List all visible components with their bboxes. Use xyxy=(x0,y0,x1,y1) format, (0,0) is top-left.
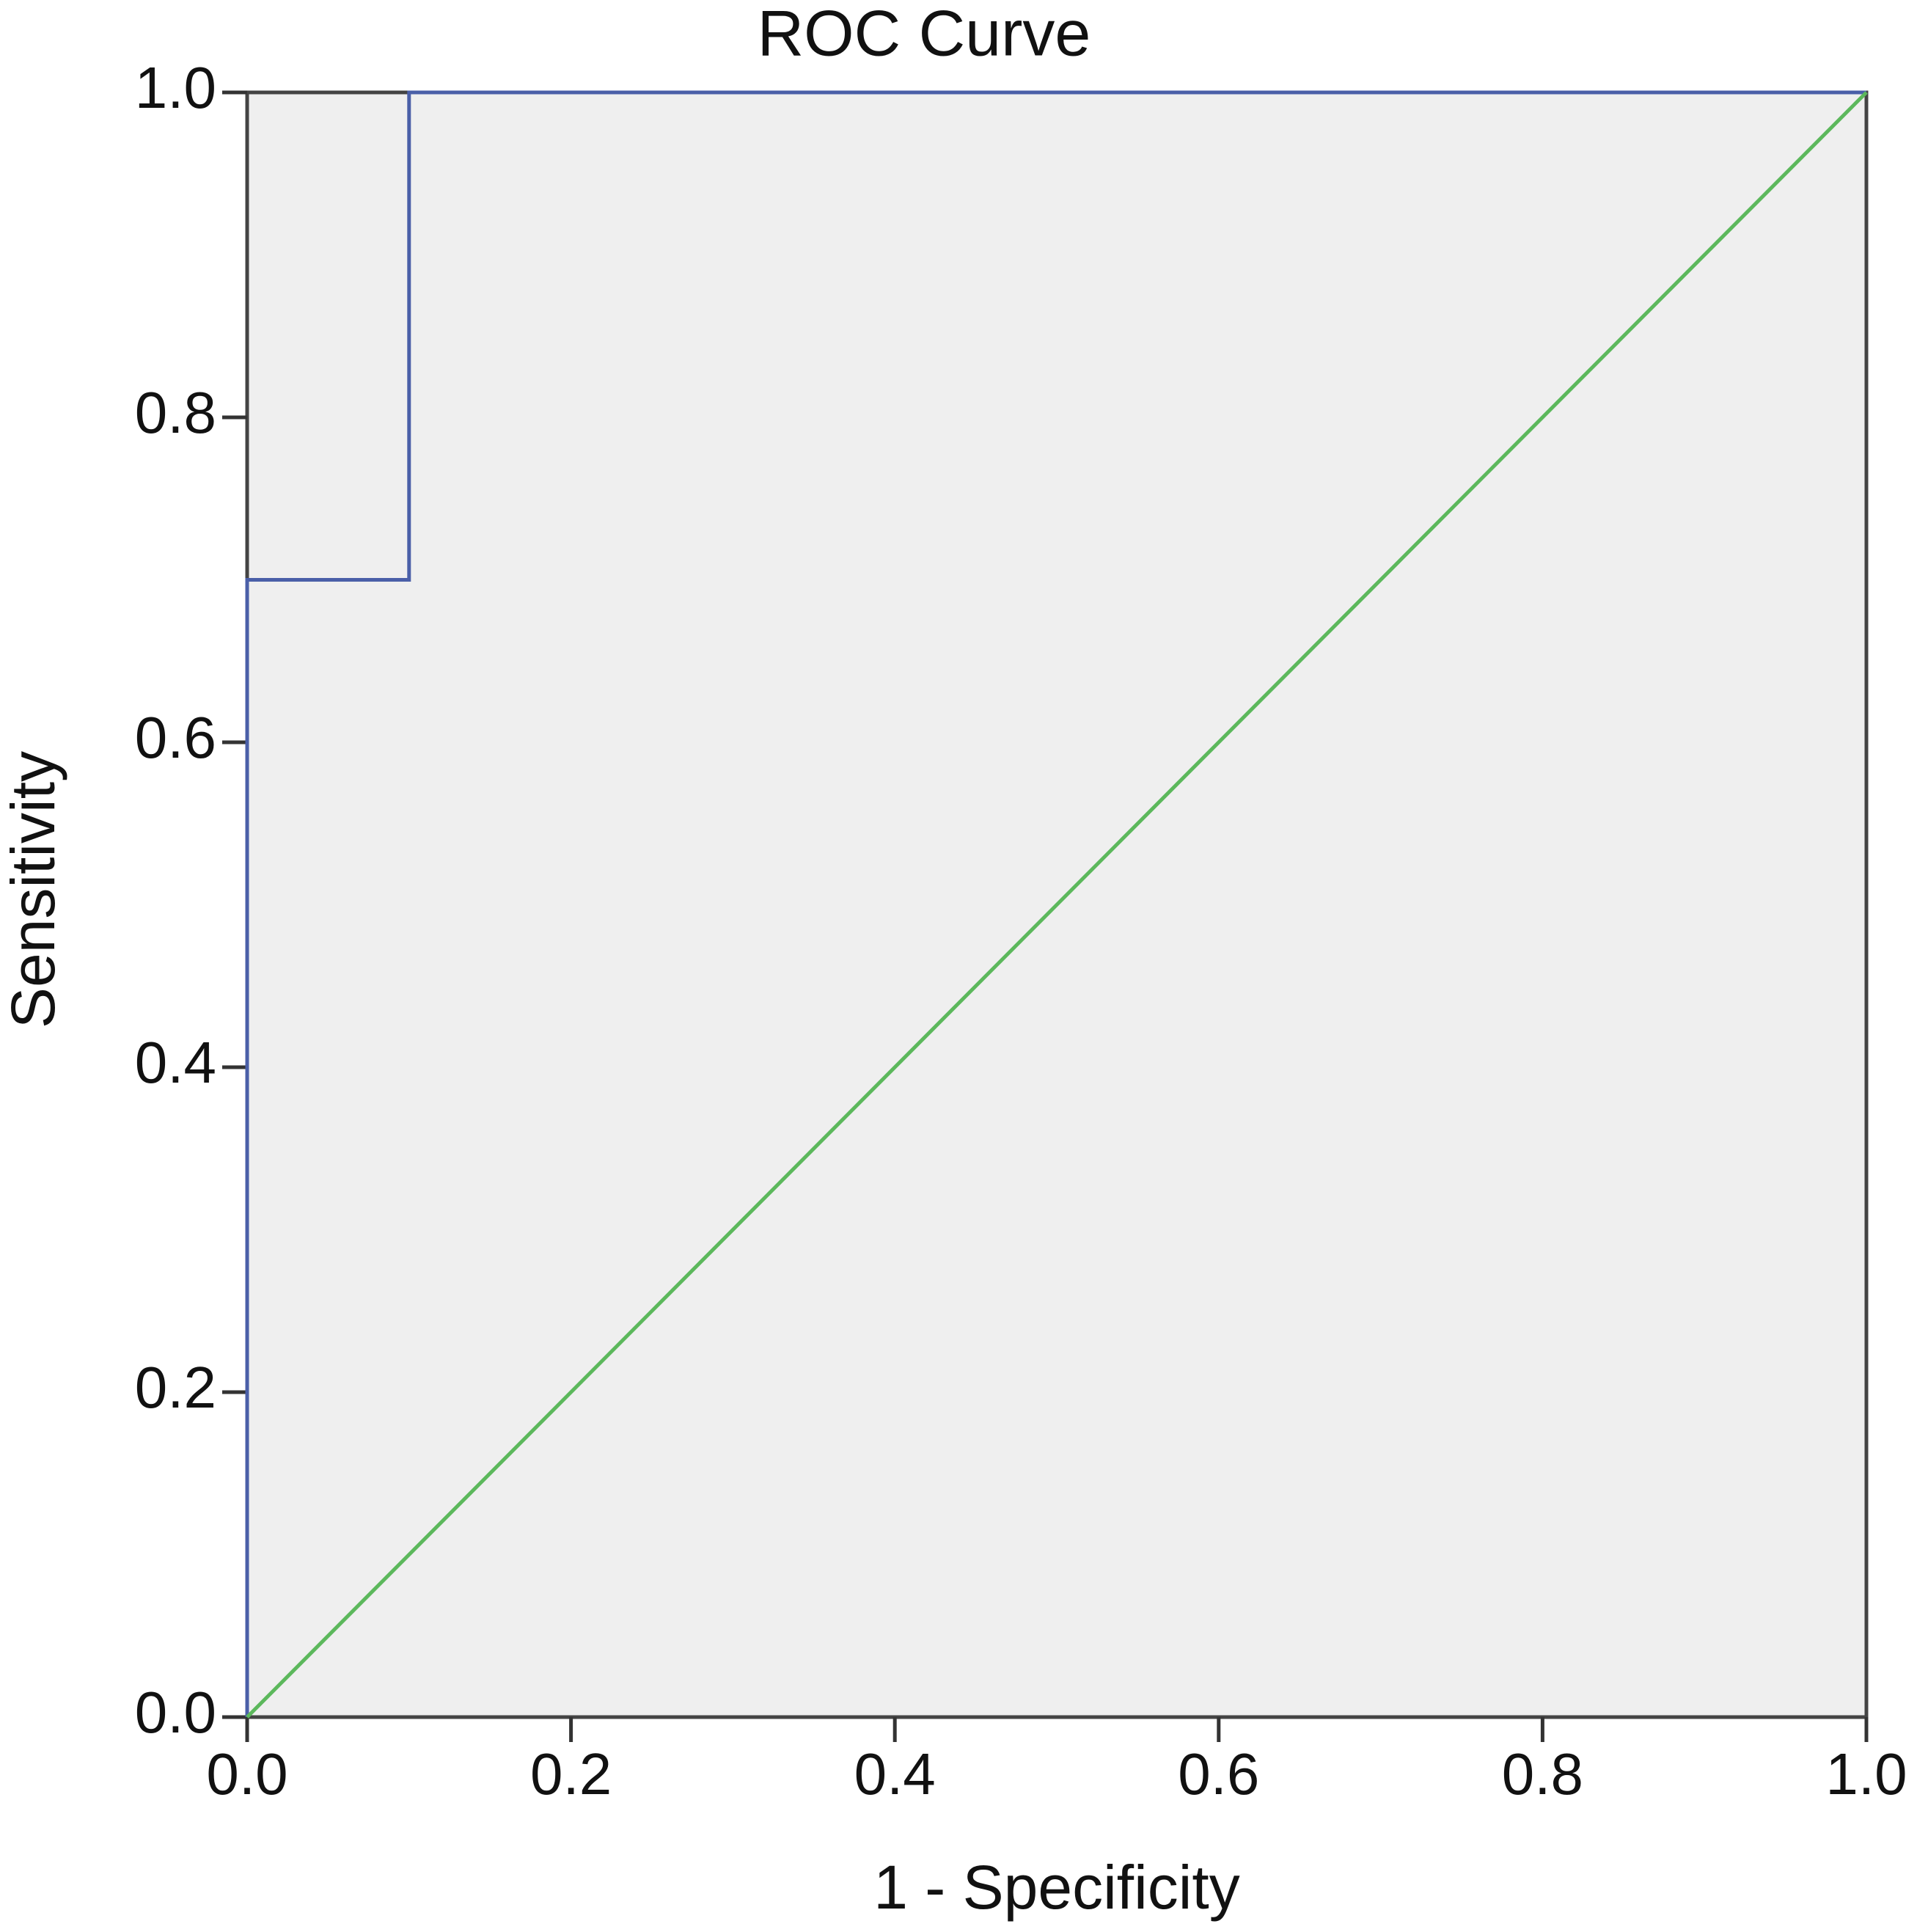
x-tick-label: 0.6 xyxy=(1178,1741,1259,1807)
x-tick-label: 1.0 xyxy=(1825,1741,1907,1807)
line-series xyxy=(245,90,1866,1717)
y-tick-label: 0.0 xyxy=(135,1680,216,1745)
line-series xyxy=(246,91,1868,1719)
y-tick-label: 0.2 xyxy=(135,1355,216,1420)
y-axis-label: Sensitivity xyxy=(0,751,67,1028)
chart-title: ROC Curve xyxy=(758,0,1091,69)
y-tick-label: 0.8 xyxy=(135,380,216,445)
x-tick-label: 0.2 xyxy=(530,1741,612,1807)
x-tick-label: 0.8 xyxy=(1502,1741,1583,1807)
y-tick-label: 0.6 xyxy=(135,705,216,770)
x-tick-label: 0.4 xyxy=(854,1741,936,1807)
x-axis-label: 1 - Specificity xyxy=(873,1853,1240,1922)
y-tick-label: 1.0 xyxy=(135,55,216,120)
y-tick-label: 0.4 xyxy=(135,1030,216,1095)
x-tick-label: 0.0 xyxy=(206,1741,287,1807)
